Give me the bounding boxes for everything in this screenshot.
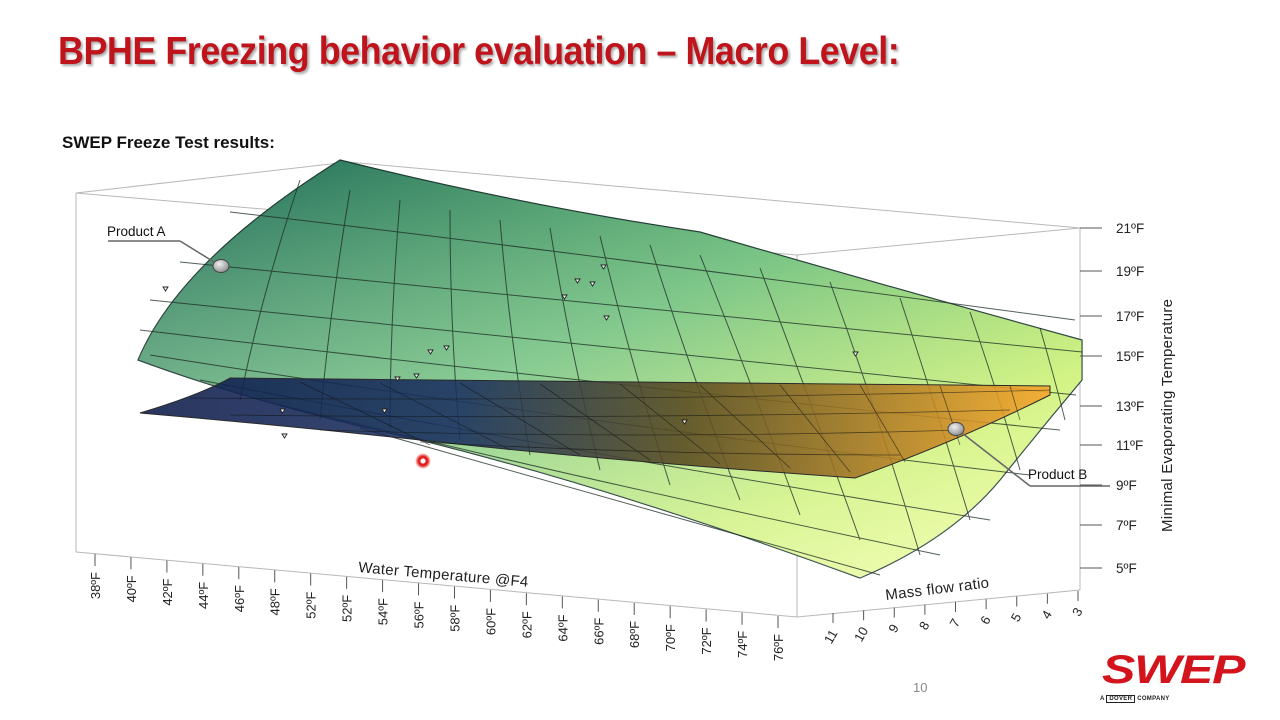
x-tick-label: 52ºF [340,595,355,622]
highlight-point-center [420,458,426,464]
x-axis-ticks: 38ºF 40ºF 42ºF 44ºF 46ºF 48ºF 52ºF 52ºF 54ºF 56ºF… [88,554,786,661]
product-a-label: Product A [107,224,166,239]
product-b-label: Product B [1028,467,1087,482]
marker [381,408,388,414]
x-tick-label: 60ºF [483,608,498,635]
swep-logo: SWEP A DOVER COMPANY [1100,650,1260,710]
z-tick-label: 19ºF [1116,264,1144,279]
x-tick-label: 76ºF [771,634,786,661]
x-tick-label: 54ºF [376,598,391,625]
y-tick-label: 9 [885,622,902,636]
marker [574,278,581,284]
surface-b-mesh-lines [189,381,1051,473]
marker [600,264,607,270]
marker [443,345,450,351]
marker [681,419,688,425]
marker [852,351,859,357]
box-bottom-right-edge [796,589,1081,618]
x-tick-label: 44ºF [196,582,211,609]
logo-wordmark: SWEP [1102,648,1245,692]
z-tick-label: 17ºF [1116,309,1144,324]
x-tick-label: 64ºF [555,614,570,641]
y-tick-label: 11 [821,627,841,646]
z-tick-label: 15ºF [1116,349,1144,364]
marker [427,349,434,355]
box-top-right-edge [796,227,1081,256]
x-tick-label: 58ºF [447,605,462,632]
page-number: 10 [913,680,928,695]
marker [394,376,401,382]
y-tick-label: 6 [977,613,994,627]
y-tick-label: 8 [916,619,933,633]
z-tick-label: 13ºF [1116,399,1144,414]
chart-subtitle: SWEP Freeze Test results: [62,133,275,152]
x-tick-label: 52ºF [304,592,319,619]
z-tick-label: 5ºF [1116,561,1137,576]
x-tick-label: 74ºF [735,631,750,658]
box-bottom-front-edge [75,551,798,618]
x-tick-label: 66ºF [591,618,606,645]
surface-a-shade [138,160,1082,578]
callout-a-knob [212,259,230,273]
callout-b-knob [947,422,965,436]
slide-title: BPHE Freezing behavior evaluation – Macr… [58,30,900,73]
callout-product-a: Product A [107,224,230,273]
x-tick-label: 48ºF [268,588,283,615]
measurement-markers [162,264,859,439]
marker [162,286,169,292]
x-tick-label: 46ºF [232,585,247,612]
surface-product-b [139,377,1051,479]
y-axis-title: Mass flow ratio [884,574,990,604]
y-tick-label: 5 [1008,611,1025,625]
y-tick-label: 3 [1069,605,1086,619]
logo-tagline: A DOVER COMPANY [1100,695,1170,703]
y-tick-label: 7 [946,616,963,630]
x-tick-label: 56ºF [412,601,427,628]
x-tick-label: 68ºF [627,621,642,648]
z-tick-label: 21ºF [1116,221,1144,236]
marker [281,433,288,439]
x-tick-label: 72ºF [699,627,714,654]
marker [279,408,286,414]
z-tick-label: 11ºF [1116,438,1143,453]
marker [413,373,420,379]
box-back-top-edge [75,161,349,194]
x-axis-title: Water Temperature @F4 [358,559,530,591]
x-tick-label: 70ºF [663,624,678,651]
x-tick-label: 62ºF [519,611,534,638]
z-tick-label: 7ºF [1116,518,1137,533]
x-tick-label: 40ºF [124,575,139,602]
box-back-right-edge [347,161,1081,229]
y-tick-label: 4 [1038,608,1055,622]
y-axis-ticks: 11 10 9 8 7 6 5 4 3 [821,591,1086,646]
marker [589,281,596,287]
marker [561,294,568,300]
z-tick-label: 9ºF [1116,478,1137,493]
callout-product-b: Product B [947,422,1110,487]
z-axis-title: Minimal Evaporating Temperature [1159,299,1176,532]
x-tick-label: 42ºF [160,578,175,605]
surface-product-a [137,159,1083,579]
marker [603,315,610,321]
x-tick-label: 38ºF [88,572,103,599]
y-tick-label: 10 [851,624,871,644]
z-axis-ticks: 21ºF 19ºF 17ºF 15ºF 13ºF 11ºF 9ºF 7ºF 5ºF [1080,221,1144,576]
